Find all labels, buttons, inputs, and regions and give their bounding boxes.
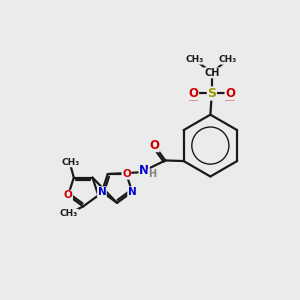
Text: CH: CH (204, 68, 220, 78)
Text: N: N (98, 187, 106, 197)
Text: O: O (225, 87, 235, 100)
Text: N: N (139, 164, 149, 177)
Text: O: O (64, 190, 72, 200)
Text: H: H (148, 169, 156, 179)
Text: S: S (207, 87, 216, 100)
Text: CH₃: CH₃ (61, 158, 80, 167)
Text: O: O (122, 169, 131, 179)
Text: CH₃: CH₃ (60, 209, 78, 218)
Text: O: O (149, 139, 159, 152)
Text: O: O (189, 87, 199, 100)
Text: N: N (128, 187, 136, 197)
Text: CH₃: CH₃ (186, 55, 204, 64)
Text: CH₃: CH₃ (218, 55, 236, 64)
